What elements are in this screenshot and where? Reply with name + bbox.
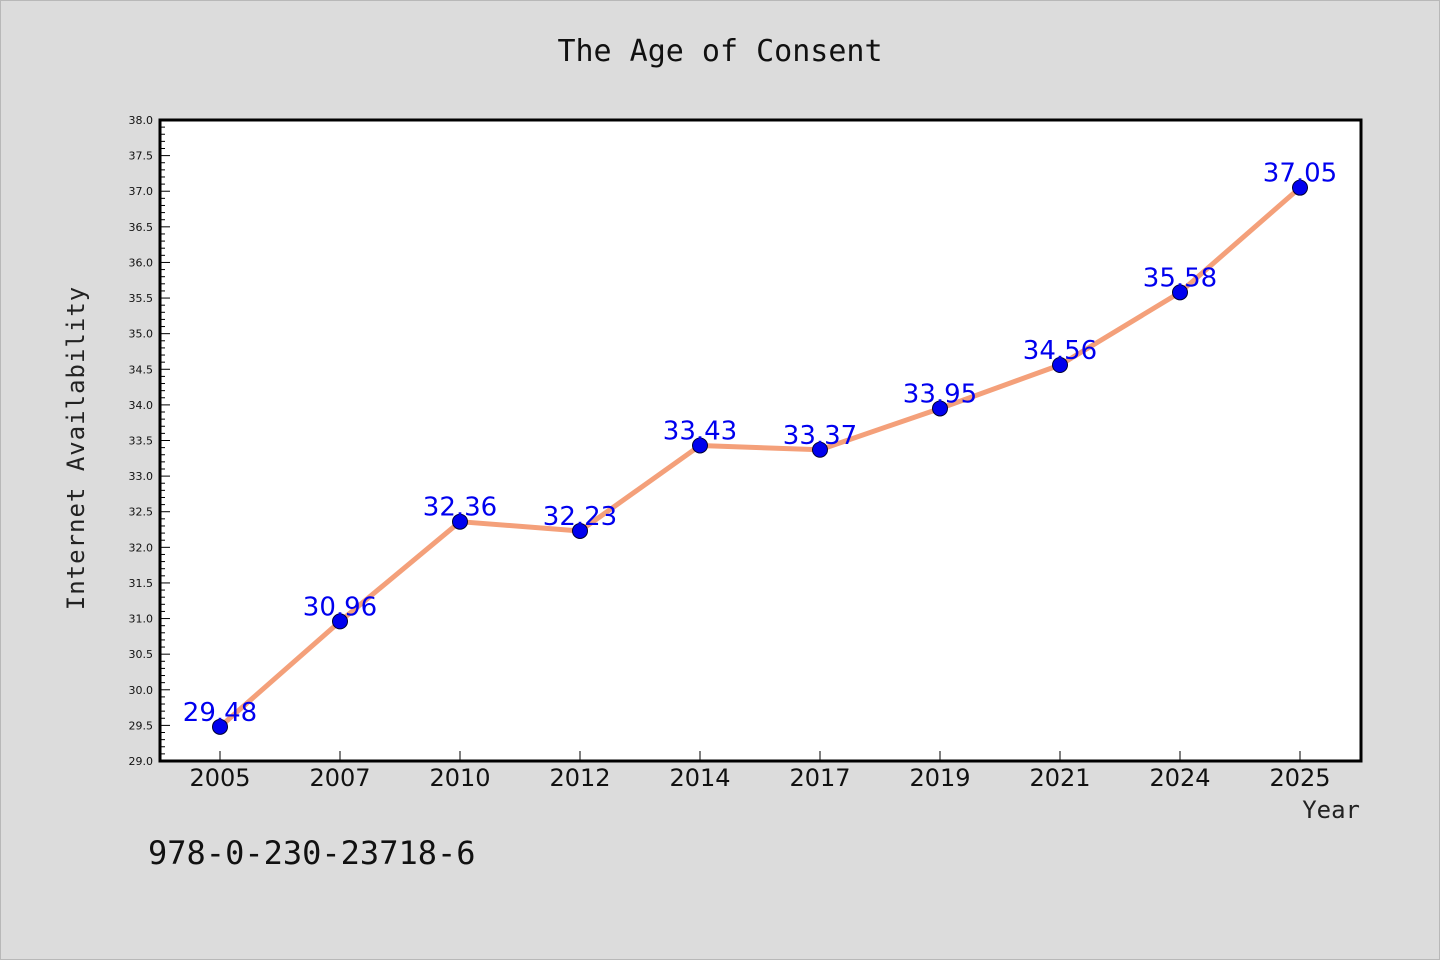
- data-point: [1292, 179, 1308, 196]
- data-label: 37.05: [1263, 159, 1337, 189]
- plot-frame: [158, 118, 1363, 763]
- series-line: [217, 185, 1303, 730]
- y-tick-label: 33.0: [129, 470, 154, 483]
- x-tick-label: 2005: [189, 764, 250, 792]
- data-point: [212, 718, 228, 735]
- y-tick-label: 35.5: [129, 292, 154, 305]
- y-tick-label: 34.5: [129, 363, 154, 376]
- x-axis-label: Year: [1302, 796, 1360, 824]
- data-label: 29.48: [183, 698, 257, 728]
- data-point: [692, 437, 708, 454]
- y-tick-label: 34.0: [129, 399, 154, 412]
- data-label: 30.96: [303, 592, 377, 622]
- y-tick-label: 38.0: [129, 114, 154, 127]
- data-label: 32.23: [543, 502, 617, 532]
- y-tick-label: 33.5: [129, 435, 154, 448]
- data-label: 33.95: [903, 379, 977, 409]
- data-point: [452, 513, 468, 530]
- x-tick-label: 2017: [789, 764, 850, 792]
- x-tick-label: 2024: [1149, 764, 1210, 792]
- x-tick-label: 2014: [669, 764, 730, 792]
- x-tick-label: 2012: [549, 764, 610, 792]
- x-tick-label: 2010: [429, 764, 490, 792]
- isbn-text: 978-0-230-23718-6: [148, 834, 476, 872]
- data-label: 32.36: [423, 493, 497, 523]
- y-tick-label: 31.5: [129, 577, 154, 590]
- chart-title: The Age of Consent: [557, 34, 883, 69]
- plot-area: [160, 120, 1361, 761]
- y-tick-label: 29.0: [129, 755, 154, 768]
- y-tick-label: 32.0: [129, 541, 154, 554]
- y-tick-label: 35.0: [129, 328, 154, 341]
- y-tick-label: 29.5: [129, 719, 154, 732]
- y-tick-label: 31.0: [129, 613, 154, 626]
- data-point: [1172, 284, 1188, 301]
- data-label: 33.37: [783, 421, 857, 451]
- y-tick-label: 37.5: [129, 150, 154, 163]
- data-label: 35.58: [1143, 263, 1217, 293]
- data-label: 34.56: [1023, 336, 1097, 366]
- data-label: 33.43: [663, 416, 737, 446]
- data-point: [812, 441, 828, 458]
- y-tick-label: 36.5: [129, 221, 154, 234]
- data-point: [932, 400, 948, 417]
- y-tick-label: 37.0: [129, 185, 154, 198]
- data-point: [332, 613, 348, 630]
- x-tick-label: 2025: [1269, 764, 1330, 792]
- y-tick-label: 30.0: [129, 684, 154, 697]
- data-point: [1052, 357, 1068, 374]
- x-tick-label: 2019: [909, 764, 970, 792]
- x-tick-label: 2007: [309, 764, 370, 792]
- y-tick-label: 32.5: [129, 506, 154, 519]
- x-tick-label: 2021: [1029, 764, 1090, 792]
- y-tick-label: 30.5: [129, 648, 154, 661]
- data-point: [572, 522, 588, 539]
- y-tick-label: 36.0: [129, 256, 154, 269]
